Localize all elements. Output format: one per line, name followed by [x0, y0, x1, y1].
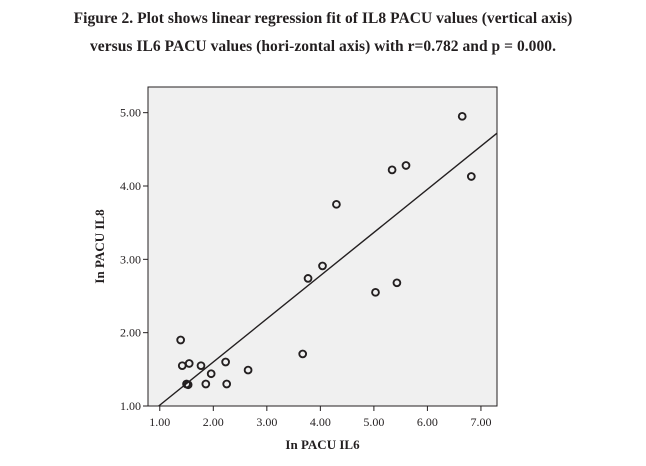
- scatter-point: [387, 165, 397, 175]
- scatter-point: [222, 379, 232, 389]
- regression-fit-line: [158, 132, 498, 407]
- scatter-point: [196, 361, 206, 371]
- plot-frame: [147, 86, 498, 407]
- scatter-point: [392, 278, 402, 288]
- data-marks: [158, 111, 498, 407]
- scatter-point: [221, 357, 230, 367]
- scatter-point: [184, 359, 194, 368]
- x-tick-label: 6.00: [417, 415, 438, 429]
- scatter-point: [183, 380, 193, 390]
- plot-background: [148, 87, 497, 406]
- y-tick-label: 2.00: [120, 326, 141, 340]
- figure-caption-line-2: versus IL6 PACU values (hori-zontal axis…: [89, 38, 557, 55]
- y-tick-label: 5.00: [120, 106, 141, 120]
- x-tick-label: 4.00: [310, 415, 331, 429]
- x-tick-label: 2.00: [203, 415, 224, 429]
- x-tick-label: 1.00: [149, 415, 170, 429]
- scatter-point: [466, 172, 476, 181]
- scatter-point: [206, 369, 216, 379]
- y-tick-label: 4.00: [120, 179, 141, 193]
- scatter-point: [371, 287, 380, 297]
- x-axis-title: In PACU IL6: [285, 437, 360, 452]
- scatter-point: [303, 274, 313, 283]
- y-tick-label: 1.00: [120, 399, 141, 413]
- plot-area: [148, 87, 497, 406]
- scatter-point: [318, 261, 327, 271]
- figure-caption-line-1: Figure 2. Plot shows linear regression f…: [73, 10, 573, 27]
- scatter-point: [201, 379, 211, 389]
- x-tick-label: 7.00: [470, 415, 491, 429]
- scatter-point: [243, 365, 253, 375]
- scatter-point: [401, 161, 411, 170]
- scatter-point: [298, 349, 308, 359]
- x-tick-label: 5.00: [363, 415, 384, 429]
- scatter-point: [332, 199, 341, 209]
- y-tick-label: 3.00: [120, 252, 141, 266]
- axes: 1.00 2.00 3.00 4.00 5.00 1.00 2.00 3.00 4.00 5.00…: [120, 86, 498, 429]
- scatter-point: [457, 111, 467, 121]
- y-axis-title: In PACU IL8: [92, 209, 107, 284]
- scatter-point: [176, 335, 186, 345]
- x-tick-label: 3.00: [256, 415, 277, 429]
